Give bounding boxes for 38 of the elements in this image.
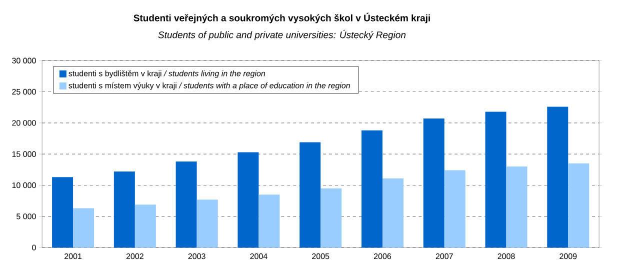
bar	[485, 112, 506, 248]
bar	[506, 166, 528, 248]
y-tick-label: 10 000	[12, 182, 36, 188]
bar	[196, 200, 218, 248]
y-tick-label: 15 000	[12, 151, 36, 157]
x-tick-label: 2008	[498, 253, 515, 260]
bar	[52, 177, 74, 248]
x-tick-label: 2009	[560, 253, 577, 260]
bar	[73, 208, 94, 248]
x-tick-label: 2006	[374, 253, 392, 260]
bar	[382, 178, 404, 248]
bar	[568, 163, 590, 248]
chart-title: Studenti veřejných a soukromých vysokých škol v Ústeckém kraji	[134, 12, 430, 24]
x-tick-label: 2002	[126, 253, 144, 260]
bar	[300, 142, 321, 248]
x-tick-label: 2007	[436, 253, 453, 260]
bar	[361, 130, 382, 248]
chart-subtitle: Students of public and private universities: Ústecký Region	[158, 30, 406, 40]
x-tick-label: 2004	[250, 253, 268, 260]
bar	[258, 194, 280, 248]
y-tick-label: 5 000	[16, 214, 36, 220]
bar	[176, 162, 197, 248]
legend-label: studenti s bydlištěm v kraji / students living in the region	[68, 70, 266, 78]
y-tick-label: 30 000	[12, 58, 36, 64]
bar	[238, 152, 259, 248]
y-tick-label: 20 000	[12, 120, 36, 126]
bar	[547, 106, 568, 248]
bar	[114, 172, 135, 248]
legend-label: studenti s místem výuky v kraji / students with a place of education in the region	[68, 82, 350, 90]
y-tick-label: 25 000	[12, 88, 36, 95]
x-tick-label: 2005	[312, 253, 330, 260]
bar	[444, 170, 466, 248]
bar	[320, 188, 342, 248]
bar	[423, 118, 444, 248]
x-tick-label: 2003	[188, 253, 206, 260]
x-tick-label: 2001	[64, 253, 82, 260]
y-tick-label: 0	[32, 244, 36, 250]
bar	[134, 204, 156, 248]
